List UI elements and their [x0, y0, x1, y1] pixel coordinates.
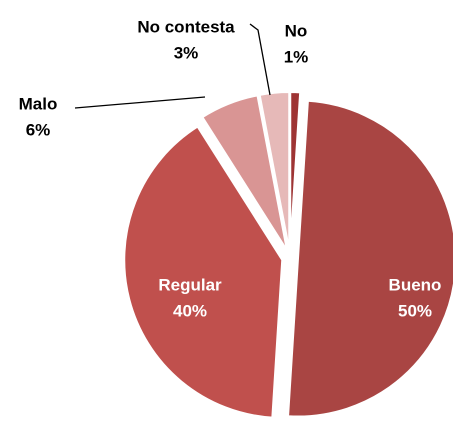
slice-label: Malo: [19, 94, 58, 113]
slice-value-label: 1%: [284, 47, 309, 66]
pie-slice: [289, 91, 302, 251]
leader-line: [249, 23, 271, 96]
slice-label: Bueno: [389, 275, 442, 294]
pie-slice: [258, 91, 291, 251]
slice-value-label: 40%: [173, 301, 207, 320]
slice-value-label: 50%: [398, 301, 432, 320]
slice-value-label: 3%: [174, 43, 199, 62]
slice-label: Regular: [158, 275, 222, 294]
pie-slice: [201, 94, 289, 252]
slice-value-label: 6%: [26, 120, 51, 139]
slice-label: No: [285, 21, 308, 40]
pie: [123, 91, 453, 419]
labels: No 1% Bueno 50% Regular 40% Malo 6% No contesta 3…: [19, 17, 442, 320]
pie-slice: [123, 125, 284, 419]
slice-label: No contesta: [137, 17, 235, 36]
pie-slice: [287, 99, 453, 418]
leader-line: [74, 96, 206, 109]
